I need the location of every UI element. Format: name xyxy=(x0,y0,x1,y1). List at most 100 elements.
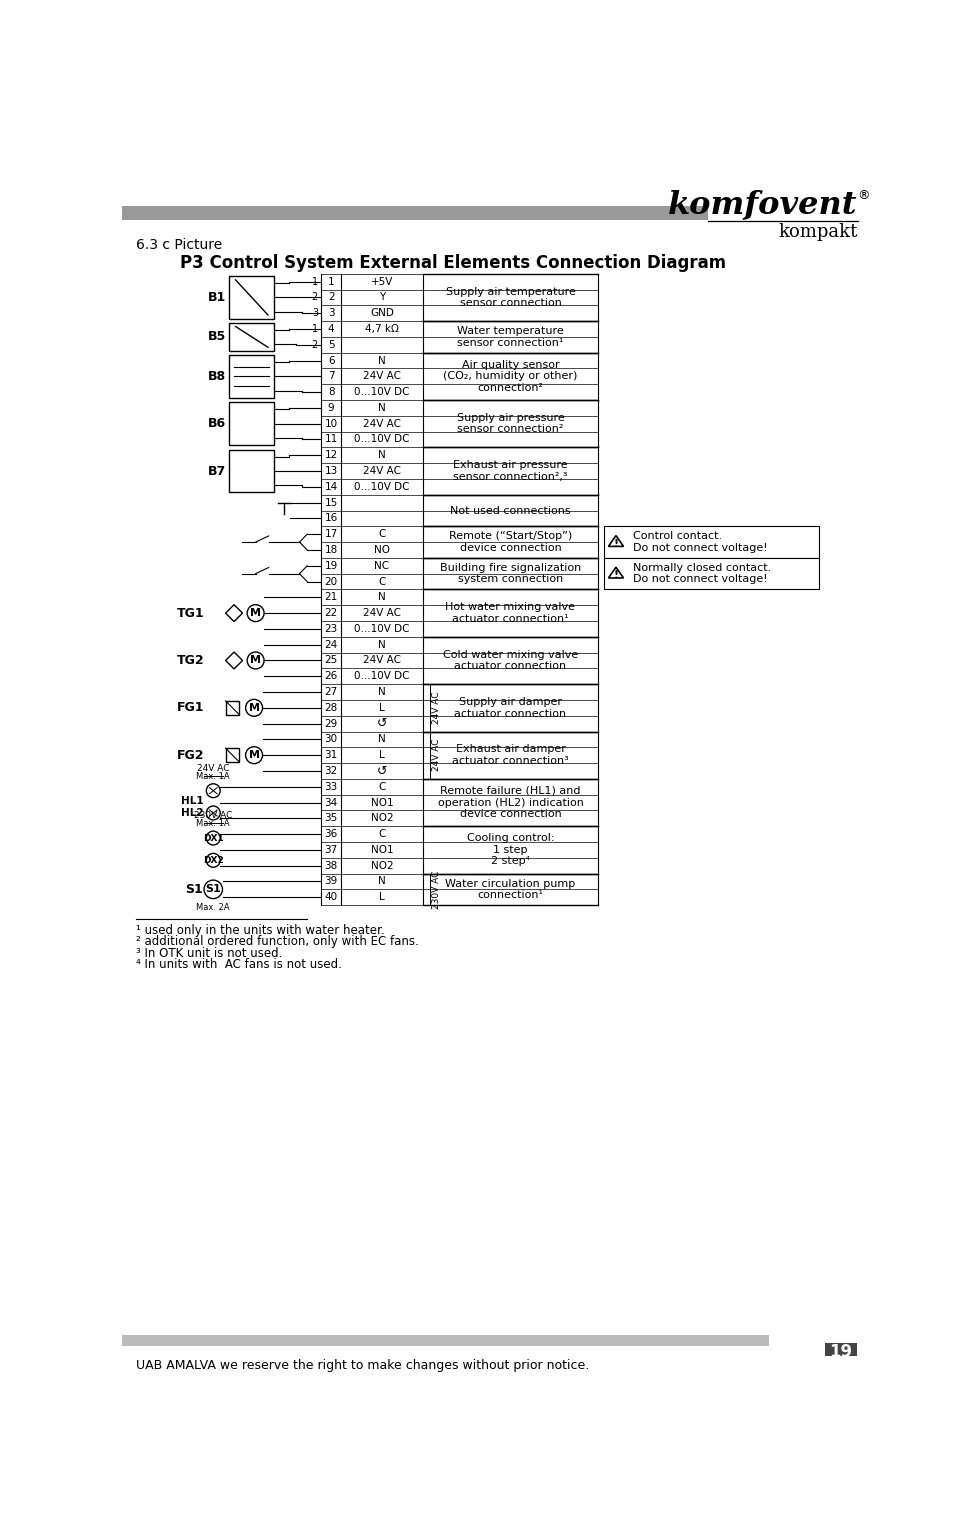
Text: GND: GND xyxy=(370,308,394,319)
Text: Supply air damper
actuator connection: Supply air damper actuator connection xyxy=(454,696,566,719)
Bar xyxy=(229,402,275,445)
Text: 5: 5 xyxy=(327,340,334,351)
Text: 6.3 c Picture: 6.3 c Picture xyxy=(136,238,223,253)
Text: 0...10V DC: 0...10V DC xyxy=(354,623,410,634)
Text: L: L xyxy=(379,703,385,713)
Text: Supply air temperature
sensor connection: Supply air temperature sensor connection xyxy=(445,287,575,308)
Text: 1: 1 xyxy=(312,325,318,334)
Text: 24V AC: 24V AC xyxy=(363,608,401,619)
Text: Control contact.
Do not connect voltage!: Control contact. Do not connect voltage! xyxy=(633,532,768,553)
Bar xyxy=(604,558,819,590)
Text: Hot water mixing valve
actuator connection¹: Hot water mixing valve actuator connecti… xyxy=(445,602,575,623)
Text: C: C xyxy=(378,529,386,539)
Text: Exhaust air pressure
sensor connection²,³: Exhaust air pressure sensor connection²,… xyxy=(453,460,567,482)
Text: 2: 2 xyxy=(327,293,334,302)
Text: Max. 1A: Max. 1A xyxy=(197,820,230,828)
Text: FG1: FG1 xyxy=(177,701,204,715)
Text: 14: 14 xyxy=(324,482,338,492)
Text: 9: 9 xyxy=(327,402,334,413)
Text: 32: 32 xyxy=(324,767,338,776)
Text: B5: B5 xyxy=(208,331,227,343)
Text: 33: 33 xyxy=(324,782,338,792)
Text: Max. 2A: Max. 2A xyxy=(197,904,230,913)
Text: N: N xyxy=(378,593,386,602)
Text: L: L xyxy=(379,750,385,760)
Text: 230V AC: 230V AC xyxy=(194,811,232,820)
Text: 38: 38 xyxy=(324,861,338,870)
Text: 24V AC: 24V AC xyxy=(363,419,401,428)
Text: NC: NC xyxy=(374,561,390,572)
Text: M: M xyxy=(249,750,259,760)
Text: !: ! xyxy=(613,570,618,581)
Text: 12: 12 xyxy=(324,450,338,460)
Bar xyxy=(226,701,239,715)
Bar xyxy=(123,1335,769,1346)
Text: Air quality sensor
(CO₂, humidity or other)
connection²: Air quality sensor (CO₂, humidity or oth… xyxy=(444,360,578,393)
Text: 16: 16 xyxy=(324,514,338,523)
Text: 31: 31 xyxy=(324,750,338,760)
Text: 24V AC: 24V AC xyxy=(363,466,401,475)
Text: B7: B7 xyxy=(208,465,227,477)
Text: 15: 15 xyxy=(324,498,338,507)
Text: Not used connections: Not used connections xyxy=(450,506,571,515)
Text: 25: 25 xyxy=(324,655,338,666)
Text: HL2: HL2 xyxy=(181,808,204,818)
Text: DX1: DX1 xyxy=(203,834,224,843)
Text: TG1: TG1 xyxy=(177,607,204,620)
Text: 1: 1 xyxy=(312,277,318,287)
Text: 0...10V DC: 0...10V DC xyxy=(354,671,410,681)
Text: DX2: DX2 xyxy=(203,856,224,864)
Bar xyxy=(229,355,275,398)
Text: C: C xyxy=(378,782,386,792)
Text: 24V AC: 24V AC xyxy=(363,372,401,381)
Text: Building fire signalization
system connection: Building fire signalization system conne… xyxy=(440,562,581,585)
Text: Remote (“Start/Stop”)
device connection: Remote (“Start/Stop”) device connection xyxy=(449,532,572,553)
Bar xyxy=(604,526,819,558)
Text: 230V AC: 230V AC xyxy=(432,870,441,908)
Text: Cooling control:
1 step
2 step⁴: Cooling control: 1 step 2 step⁴ xyxy=(467,834,554,867)
Text: 36: 36 xyxy=(324,829,338,840)
Text: P3 Control System External Elements Connection Diagram: P3 Control System External Elements Conn… xyxy=(180,253,727,271)
Text: N: N xyxy=(378,450,386,460)
Text: ↺: ↺ xyxy=(376,718,387,730)
Text: 39: 39 xyxy=(324,876,338,887)
Text: N: N xyxy=(378,687,386,696)
Text: 0...10V DC: 0...10V DC xyxy=(354,434,410,445)
Text: +5V: +5V xyxy=(371,277,393,287)
Text: 1: 1 xyxy=(327,277,334,287)
Text: S1: S1 xyxy=(184,882,203,896)
Text: 7: 7 xyxy=(327,372,334,381)
Text: 3: 3 xyxy=(312,308,318,319)
Text: 24V AC: 24V AC xyxy=(432,692,441,724)
Text: NO2: NO2 xyxy=(371,861,394,870)
Text: 0...10V DC: 0...10V DC xyxy=(354,387,410,398)
Text: 6: 6 xyxy=(327,355,334,366)
Bar xyxy=(123,206,708,219)
Text: Remote failure (HL1) and
operation (HL2) indication
device connection: Remote failure (HL1) and operation (HL2)… xyxy=(438,786,584,818)
Text: 24: 24 xyxy=(324,640,338,649)
Text: 22: 22 xyxy=(324,608,338,619)
Text: 8: 8 xyxy=(327,387,334,398)
Text: 23: 23 xyxy=(324,623,338,634)
Text: komfovent: komfovent xyxy=(668,189,857,219)
Text: ¹ used only in the units with water heater.: ¹ used only in the units with water heat… xyxy=(136,924,385,937)
Text: B1: B1 xyxy=(208,291,227,303)
Bar xyxy=(226,748,239,762)
Bar xyxy=(229,276,275,319)
Text: 29: 29 xyxy=(324,719,338,728)
Text: B6: B6 xyxy=(208,418,227,430)
Text: 11: 11 xyxy=(324,434,338,445)
Text: 2: 2 xyxy=(312,293,318,302)
Text: 35: 35 xyxy=(324,814,338,823)
Text: 20: 20 xyxy=(324,576,338,587)
Text: 37: 37 xyxy=(324,844,338,855)
Text: Water circulation pump
connection¹: Water circulation pump connection¹ xyxy=(445,878,576,901)
Text: NO: NO xyxy=(373,546,390,555)
Text: ² additional ordered function, only with EC fans.: ² additional ordered function, only with… xyxy=(136,936,419,948)
Text: 27: 27 xyxy=(324,687,338,696)
Text: 34: 34 xyxy=(324,797,338,808)
Bar xyxy=(229,450,275,492)
Text: 4,7 kΩ: 4,7 kΩ xyxy=(365,325,398,334)
Text: 28: 28 xyxy=(324,703,338,713)
Text: ↺: ↺ xyxy=(376,765,387,777)
